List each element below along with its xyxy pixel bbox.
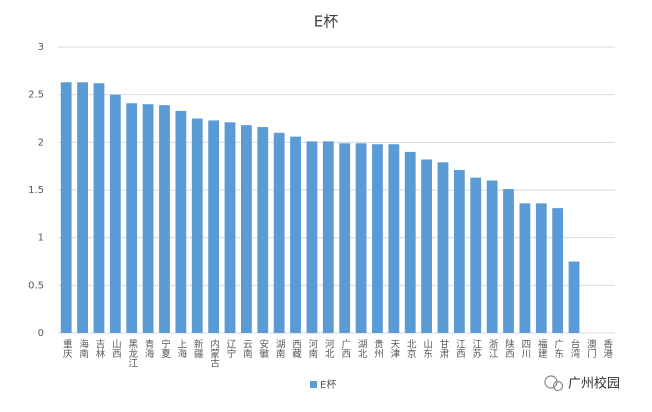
x-tick-label: 贵州 — [372, 338, 384, 358]
watermark-text: 广州校园 — [568, 376, 620, 392]
bar — [503, 189, 514, 333]
bar — [535, 203, 547, 333]
bar — [568, 261, 580, 333]
bar — [437, 162, 449, 333]
bar — [224, 122, 236, 334]
bar — [306, 141, 318, 333]
x-tick-label: 上海 — [175, 339, 187, 359]
x-tick-label: 重庆 — [61, 338, 73, 359]
bar — [372, 144, 383, 333]
y-tick-label: 1 — [38, 233, 44, 244]
bar — [453, 169, 465, 333]
x-tick-label: 青海 — [143, 338, 155, 359]
x-tick-label: 江苏 — [470, 339, 482, 359]
x-tick-label: 天津 — [388, 339, 400, 359]
x-tick-label: 江西 — [454, 339, 466, 359]
x-tick-label: 陕西 — [503, 338, 515, 359]
bar — [109, 94, 121, 334]
x-tick-label: 澳门 — [585, 338, 597, 359]
watermark-icon — [552, 380, 564, 392]
x-tick-label: 吉林 — [93, 339, 105, 359]
y-tick-label: 3 — [38, 42, 44, 53]
bar — [388, 144, 400, 333]
x-tick-label: 新疆 — [192, 338, 204, 359]
bar — [355, 143, 367, 333]
bar — [421, 159, 433, 333]
x-tick-label: 西藏 — [290, 339, 302, 359]
bar — [208, 120, 220, 333]
bar — [257, 127, 269, 333]
bar — [142, 104, 154, 333]
x-tick-label: 河北 — [323, 338, 335, 359]
bar — [470, 177, 482, 333]
y-tick-label: 0.5 — [28, 280, 44, 291]
x-tick-label: 湖北 — [356, 339, 368, 359]
x-tick-label: 广西 — [339, 338, 351, 359]
watermark: 广州校园 — [544, 375, 620, 392]
legend-swatch — [310, 381, 317, 388]
legend-label: E杯 — [320, 378, 336, 391]
x-tick-label: 海南 — [77, 338, 89, 358]
y-tick-label: 0 — [38, 328, 44, 339]
x-tick-label: 宁夏 — [159, 338, 171, 358]
x-tick-label: 辽宁 — [225, 338, 237, 358]
x-tick-label: 台湾 — [569, 338, 581, 359]
bar — [273, 132, 285, 333]
bar — [126, 103, 138, 333]
bar — [175, 110, 187, 333]
x-tick-label: 山西 — [110, 339, 122, 359]
x-tick-label: 北京 — [405, 339, 417, 359]
x-tick-label: 福建 — [536, 338, 548, 359]
x-tick-label: 内蒙古 — [208, 338, 220, 368]
x-tick-label: 香港 — [601, 339, 613, 358]
chart-title: E杯 — [314, 13, 338, 31]
bar — [240, 125, 252, 333]
x-tick-label: 广东 — [552, 338, 564, 358]
x-tick-label: 山东 — [421, 339, 433, 358]
bar — [93, 83, 105, 333]
x-tick-label: 安徽 — [257, 338, 269, 359]
bar — [77, 82, 88, 333]
bar — [191, 118, 203, 333]
x-tick-label: 浙江 — [487, 338, 499, 359]
x-tick-label: 河南 — [306, 338, 318, 358]
bar — [290, 136, 301, 333]
bar — [486, 180, 498, 333]
y-tick-label: 2.5 — [28, 90, 44, 101]
bar — [60, 82, 72, 333]
x-tick-label: 甘肃 — [437, 338, 449, 359]
bar — [322, 141, 334, 333]
bar — [552, 208, 564, 333]
x-tick-label: 云南 — [241, 339, 253, 358]
bar — [404, 151, 416, 333]
y-tick-label: 2 — [38, 137, 44, 148]
x-tick-label: 四川 — [519, 339, 531, 358]
x-tick-label: 黑龙江 — [126, 339, 138, 368]
y-tick-label: 1.5 — [28, 185, 44, 196]
bar — [339, 143, 351, 333]
x-tick-label: 湖南 — [274, 339, 286, 358]
bar — [519, 203, 531, 333]
bar — [159, 105, 170, 333]
